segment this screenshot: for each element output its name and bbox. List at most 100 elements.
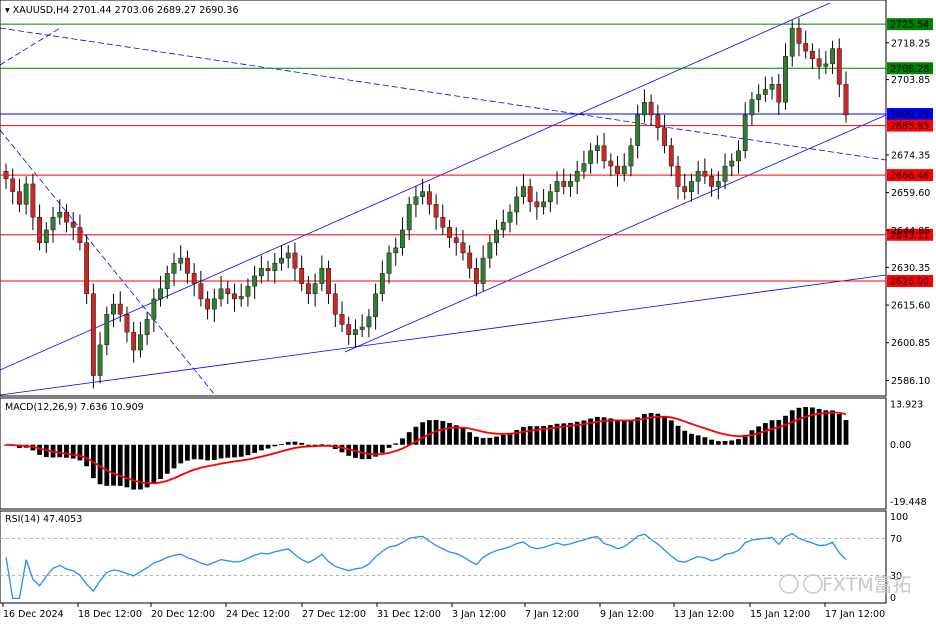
candle[interactable] xyxy=(729,160,735,167)
candle[interactable] xyxy=(151,298,157,320)
candle[interactable] xyxy=(211,298,217,310)
candle[interactable] xyxy=(272,262,278,272)
candle[interactable] xyxy=(588,150,594,164)
candle[interactable] xyxy=(500,222,506,231)
candle[interactable] xyxy=(769,84,775,90)
candle[interactable] xyxy=(810,50,815,59)
candle[interactable] xyxy=(171,262,177,274)
candle[interactable] xyxy=(10,178,16,192)
candle[interactable] xyxy=(742,114,748,151)
candle[interactable] xyxy=(702,170,708,177)
candle[interactable] xyxy=(534,201,540,208)
candle[interactable] xyxy=(601,145,607,162)
candle[interactable] xyxy=(3,170,9,180)
candle[interactable] xyxy=(756,94,762,100)
candle[interactable] xyxy=(97,344,103,376)
candle[interactable] xyxy=(749,99,755,116)
candle[interactable] xyxy=(312,283,318,295)
candle[interactable] xyxy=(480,257,486,284)
candle[interactable] xyxy=(30,183,36,218)
candle[interactable] xyxy=(198,283,204,300)
candle[interactable] xyxy=(406,204,412,231)
candle[interactable] xyxy=(816,58,822,67)
candle[interactable] xyxy=(433,204,439,218)
candle[interactable] xyxy=(722,165,728,182)
candle[interactable] xyxy=(332,293,338,315)
candle[interactable] xyxy=(386,252,392,274)
candle[interactable] xyxy=(144,319,150,335)
candle[interactable] xyxy=(736,150,741,162)
candle[interactable] xyxy=(514,196,520,213)
candle[interactable] xyxy=(460,242,466,254)
candle[interactable] xyxy=(70,222,76,228)
candle[interactable] xyxy=(776,84,782,103)
candle[interactable] xyxy=(695,170,701,182)
candle[interactable] xyxy=(621,165,627,174)
macd-panel[interactable] xyxy=(0,397,887,510)
candle[interactable] xyxy=(715,181,721,187)
candle[interactable] xyxy=(379,273,385,295)
candle[interactable] xyxy=(306,283,311,295)
candle[interactable] xyxy=(662,127,667,146)
candle[interactable] xyxy=(185,257,190,274)
candle[interactable] xyxy=(803,43,809,52)
candle[interactable] xyxy=(137,334,143,351)
main-panel[interactable] xyxy=(0,0,887,397)
candle[interactable] xyxy=(23,183,29,205)
candle[interactable] xyxy=(615,165,620,174)
candle[interactable] xyxy=(158,288,163,300)
candle[interactable] xyxy=(279,257,284,264)
candle[interactable] xyxy=(527,186,533,203)
candle[interactable] xyxy=(440,216,446,228)
candle[interactable] xyxy=(594,145,600,151)
candle[interactable] xyxy=(258,268,264,277)
candle[interactable] xyxy=(561,181,567,187)
candle[interactable] xyxy=(191,273,197,284)
candle[interactable] xyxy=(43,229,49,243)
candle[interactable] xyxy=(50,216,56,231)
candle[interactable] xyxy=(413,196,419,205)
candle[interactable] xyxy=(359,326,365,330)
candle[interactable] xyxy=(568,181,573,187)
candle[interactable] xyxy=(252,275,258,287)
candle[interactable] xyxy=(675,165,681,187)
candle[interactable] xyxy=(541,201,547,208)
candle[interactable] xyxy=(111,303,116,315)
candle[interactable] xyxy=(225,288,231,295)
candle[interactable] xyxy=(668,145,674,167)
candle[interactable] xyxy=(353,329,358,335)
candle[interactable] xyxy=(232,293,237,300)
candle[interactable] xyxy=(762,89,768,95)
candle[interactable] xyxy=(265,268,271,272)
candle[interactable] xyxy=(796,27,802,44)
candle[interactable] xyxy=(218,288,224,300)
candle[interactable] xyxy=(494,229,499,243)
candle[interactable] xyxy=(292,252,298,269)
candle[interactable] xyxy=(426,191,432,205)
candle[interactable] xyxy=(205,298,210,310)
candle[interactable] xyxy=(507,211,513,223)
candle[interactable] xyxy=(57,211,63,218)
candle[interactable] xyxy=(117,303,123,315)
candle[interactable] xyxy=(635,114,641,146)
candle[interactable] xyxy=(642,101,647,116)
candle[interactable] xyxy=(487,242,493,259)
candle[interactable] xyxy=(164,273,170,289)
candle[interactable] xyxy=(447,227,452,238)
candle[interactable] xyxy=(655,114,661,128)
candle[interactable] xyxy=(682,186,688,192)
candle[interactable] xyxy=(521,186,526,197)
candle[interactable] xyxy=(104,314,110,346)
candle[interactable] xyxy=(453,237,459,243)
candle[interactable] xyxy=(554,181,560,192)
candle[interactable] xyxy=(547,191,553,203)
candle[interactable] xyxy=(299,268,305,284)
candle[interactable] xyxy=(628,145,634,167)
candle[interactable] xyxy=(238,296,244,300)
candle[interactable] xyxy=(581,163,587,172)
candle[interactable] xyxy=(64,211,69,223)
candle[interactable] xyxy=(373,293,378,318)
candle[interactable] xyxy=(474,268,479,284)
candle[interactable] xyxy=(648,101,654,116)
